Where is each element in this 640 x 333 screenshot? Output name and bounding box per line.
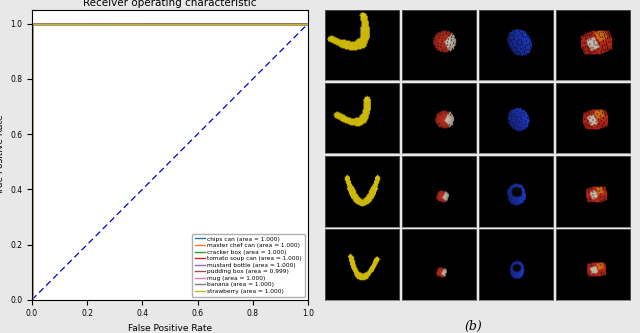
Title: Receiver operating characteristic: Receiver operating characteristic — [83, 0, 257, 8]
X-axis label: False Positive Rate: False Positive Rate — [128, 324, 212, 333]
Y-axis label: True Positive Rate: True Positive Rate — [0, 115, 4, 195]
Legend: chips can (area = 1.000), master chef can (area = 1.000), cracker box (area = 1.: chips can (area = 1.000), master chef ca… — [191, 233, 305, 297]
Text: (b): (b) — [465, 320, 483, 333]
